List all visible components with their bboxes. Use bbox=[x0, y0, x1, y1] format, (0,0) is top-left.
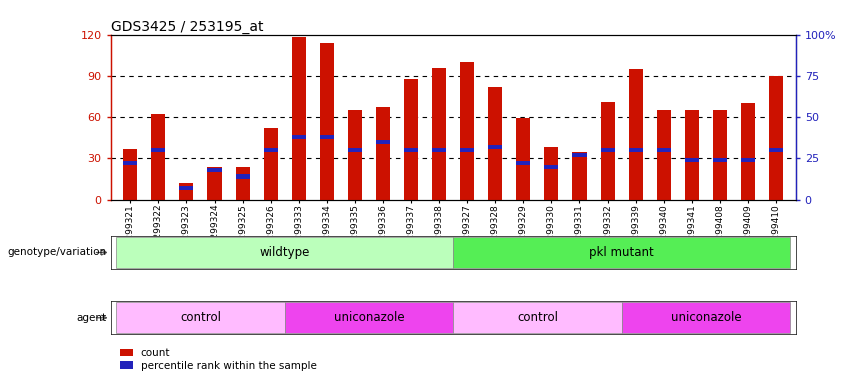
Text: GDS3425 / 253195_at: GDS3425 / 253195_at bbox=[111, 20, 263, 33]
Bar bbox=[629, 148, 643, 152]
Bar bbox=[685, 110, 699, 200]
Bar bbox=[376, 140, 390, 144]
Bar bbox=[545, 147, 558, 200]
Bar bbox=[454, 302, 621, 333]
Bar bbox=[657, 110, 671, 200]
Bar bbox=[488, 87, 502, 200]
Bar bbox=[264, 148, 277, 152]
Bar bbox=[573, 152, 586, 200]
Bar bbox=[713, 110, 727, 200]
Bar bbox=[320, 43, 334, 200]
Bar bbox=[236, 174, 249, 179]
Bar bbox=[404, 79, 418, 200]
Legend: count, percentile rank within the sample: count, percentile rank within the sample bbox=[116, 344, 321, 375]
Text: genotype/variation: genotype/variation bbox=[8, 247, 106, 258]
Bar bbox=[545, 165, 558, 169]
Bar bbox=[621, 302, 790, 333]
Bar bbox=[180, 183, 193, 200]
Text: control: control bbox=[517, 311, 558, 324]
Bar bbox=[236, 167, 249, 200]
Bar bbox=[404, 148, 418, 152]
Bar bbox=[376, 108, 390, 200]
Text: wildtype: wildtype bbox=[260, 246, 310, 259]
Bar bbox=[117, 237, 454, 268]
Text: pkl mutant: pkl mutant bbox=[589, 246, 654, 259]
Bar bbox=[285, 302, 454, 333]
Bar bbox=[320, 135, 334, 139]
Text: uniconazole: uniconazole bbox=[334, 311, 404, 324]
Bar bbox=[151, 148, 165, 152]
Bar bbox=[432, 68, 446, 200]
Bar bbox=[264, 128, 277, 200]
Bar bbox=[432, 148, 446, 152]
Bar bbox=[180, 186, 193, 190]
Bar bbox=[488, 145, 502, 149]
Bar bbox=[769, 148, 783, 152]
Bar bbox=[460, 148, 474, 152]
Bar bbox=[741, 103, 755, 200]
Bar bbox=[713, 158, 727, 162]
Bar bbox=[573, 153, 586, 157]
Bar bbox=[601, 102, 614, 200]
Bar bbox=[292, 37, 306, 200]
Text: agent: agent bbox=[77, 313, 106, 323]
Bar bbox=[769, 76, 783, 200]
Bar bbox=[657, 148, 671, 152]
Bar bbox=[348, 110, 362, 200]
Bar bbox=[741, 158, 755, 162]
Bar bbox=[685, 158, 699, 162]
Text: uniconazole: uniconazole bbox=[671, 311, 741, 324]
Bar bbox=[517, 119, 530, 200]
Bar bbox=[123, 149, 137, 200]
Bar bbox=[123, 161, 137, 166]
Text: control: control bbox=[180, 311, 221, 324]
Bar bbox=[460, 62, 474, 200]
Bar bbox=[629, 69, 643, 200]
Bar bbox=[601, 148, 614, 152]
Bar bbox=[348, 148, 362, 152]
Bar bbox=[517, 161, 530, 166]
Bar bbox=[117, 302, 285, 333]
Bar bbox=[151, 114, 165, 200]
Bar bbox=[292, 135, 306, 139]
Bar bbox=[208, 168, 221, 172]
Bar bbox=[208, 167, 221, 200]
Bar bbox=[454, 237, 790, 268]
